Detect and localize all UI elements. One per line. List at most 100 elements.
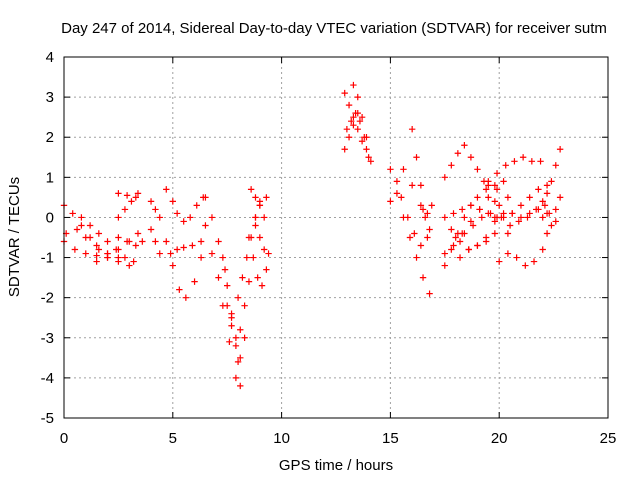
track-t11 <box>163 238 205 301</box>
data-point <box>241 334 248 341</box>
data-point <box>502 162 509 169</box>
data-point <box>417 182 425 189</box>
track-t42 <box>485 182 512 237</box>
data-point <box>82 234 89 241</box>
data-point <box>132 194 140 201</box>
data-point <box>552 162 559 169</box>
track-t44 <box>506 202 549 229</box>
plot-frame <box>63 56 609 419</box>
data-point <box>260 246 268 253</box>
data-point <box>341 146 348 153</box>
data-point <box>252 222 259 229</box>
data-point <box>182 294 190 301</box>
data-point <box>341 89 348 97</box>
data-point <box>115 246 122 253</box>
data-point <box>519 154 527 161</box>
data-point <box>500 178 507 185</box>
data-point <box>504 194 512 201</box>
data-point <box>387 166 394 173</box>
data-point <box>228 314 235 321</box>
data-point <box>202 194 209 201</box>
data-point <box>358 138 366 145</box>
data-point <box>408 182 416 189</box>
data-point <box>156 214 163 221</box>
data-point <box>237 354 244 362</box>
data-point <box>441 250 448 257</box>
data-point <box>517 202 525 209</box>
data-point <box>513 254 520 261</box>
data-point <box>169 198 176 205</box>
data-point <box>426 226 433 233</box>
data-point <box>350 113 357 121</box>
data-point <box>541 202 549 209</box>
data-point <box>526 194 533 201</box>
data-point <box>232 374 240 382</box>
data-point <box>252 214 259 221</box>
data-point <box>482 186 490 193</box>
data-point <box>69 210 76 217</box>
data-point <box>128 198 135 205</box>
data-point <box>408 126 416 133</box>
track-t32 <box>441 142 488 185</box>
data-point <box>548 222 555 229</box>
track-t31 <box>419 202 435 217</box>
data-point <box>441 214 448 221</box>
data-point <box>95 230 103 237</box>
data-point <box>387 198 394 205</box>
x-tick-label: 10 <box>273 430 290 447</box>
track-t09 <box>147 198 163 221</box>
data-point <box>245 234 253 241</box>
data-point <box>104 254 111 261</box>
data-point <box>411 230 418 237</box>
data-point <box>424 234 431 241</box>
data-point <box>393 178 401 185</box>
data-point <box>134 190 142 197</box>
data-point <box>132 242 140 249</box>
data-point <box>459 206 466 213</box>
data-point <box>417 242 425 249</box>
track-t29 <box>398 194 431 249</box>
data-point <box>419 274 427 281</box>
data-point <box>461 230 468 237</box>
data-point <box>78 222 85 229</box>
y-tick-label: -2 <box>41 290 54 307</box>
data-point <box>152 238 159 245</box>
data-point <box>491 230 499 237</box>
data-point <box>121 254 129 261</box>
data-point <box>345 134 353 141</box>
data-point <box>400 166 407 173</box>
data-point <box>82 250 89 257</box>
data-point <box>104 238 111 245</box>
data-point <box>134 230 142 237</box>
data-point <box>491 198 499 205</box>
data-point <box>354 93 361 101</box>
data-point <box>115 190 122 197</box>
data-point <box>413 254 420 261</box>
data-point <box>509 210 516 217</box>
x-tick-label: 15 <box>382 430 399 447</box>
track-t05 <box>93 230 142 265</box>
y-tick-label: 0 <box>46 209 54 226</box>
data-point <box>189 242 196 249</box>
data-point <box>485 194 492 201</box>
data-point <box>224 302 231 309</box>
data-point <box>461 142 468 149</box>
data-point <box>115 254 122 261</box>
track-t19 <box>247 186 268 221</box>
data-point <box>530 258 538 265</box>
track-t43 <box>496 246 546 269</box>
track-t08 <box>115 190 140 201</box>
data-point <box>167 250 174 257</box>
y-tick-label: -4 <box>41 370 54 387</box>
x-tick-label: 0 <box>60 430 68 447</box>
data-point <box>539 246 546 253</box>
data-point <box>428 202 435 209</box>
data-point <box>163 186 170 193</box>
data-point <box>474 242 481 249</box>
y-tick-label: -3 <box>41 330 54 347</box>
track-t22 <box>252 194 270 221</box>
data-point <box>219 254 227 261</box>
data-point <box>539 198 546 205</box>
data-point <box>461 214 468 221</box>
y-tick-label: 1 <box>46 169 54 186</box>
